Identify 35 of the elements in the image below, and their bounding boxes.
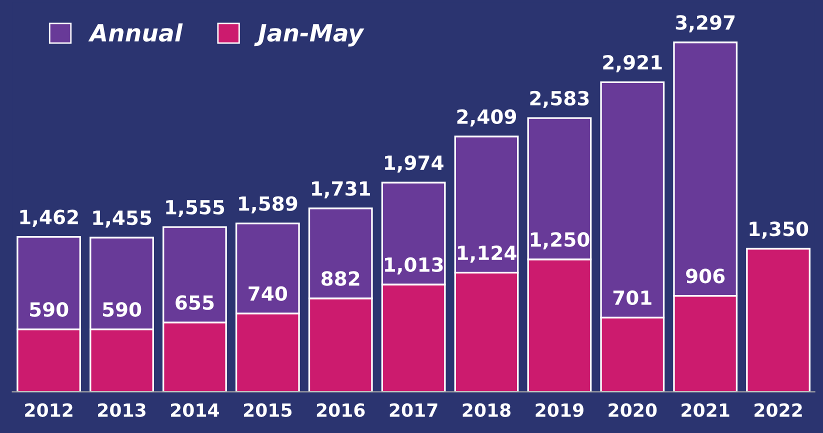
total-label: 1,731 [312, 181, 370, 198]
legend-label: Annual [88, 23, 183, 42]
total-label: 3,297 [676, 15, 735, 32]
data-label: 740 [248, 286, 288, 301]
x-tick-label: 2018 [462, 403, 511, 417]
x-tick-label: 2022 [754, 403, 802, 417]
total-label: 1,350 [750, 222, 808, 239]
data-label: 590 [102, 302, 142, 317]
x-tick-label: 2013 [98, 403, 146, 417]
data-label: 701 [613, 290, 652, 306]
data-label: 882 [322, 271, 360, 286]
total-label: 2,583 [530, 90, 589, 108]
x-tick-label: 2021 [682, 403, 730, 417]
data-label: 1,250 [530, 232, 590, 250]
data-label: 655 [176, 295, 214, 310]
x-tick-label: 2015 [244, 403, 292, 417]
data-label: 1,013 [385, 257, 443, 274]
bar [746, 248, 810, 392]
data-label: 590 [30, 302, 68, 317]
total-label: 1,555 [166, 200, 224, 218]
x-tick-label: 2020 [608, 403, 657, 417]
x-tick-label: 2016 [316, 403, 365, 417]
total-label: 1,974 [385, 155, 444, 173]
x-tick-label: 2019 [536, 403, 584, 417]
legend-label: Jan-May [254, 24, 364, 46]
x-tick-label: 2012 [25, 403, 72, 417]
x-tick-label: 2014 [171, 403, 220, 417]
total-label: 1,589 [239, 196, 298, 214]
total-label: 2,921 [603, 55, 662, 72]
total-label: 1,455 [93, 210, 152, 228]
x-tick-label: 2017 [390, 403, 438, 417]
total-label: 2,409 [457, 109, 516, 126]
data-label: 906 [686, 268, 725, 284]
total-label: 1,462 [20, 210, 78, 227]
data-label: 1,124 [458, 246, 516, 263]
